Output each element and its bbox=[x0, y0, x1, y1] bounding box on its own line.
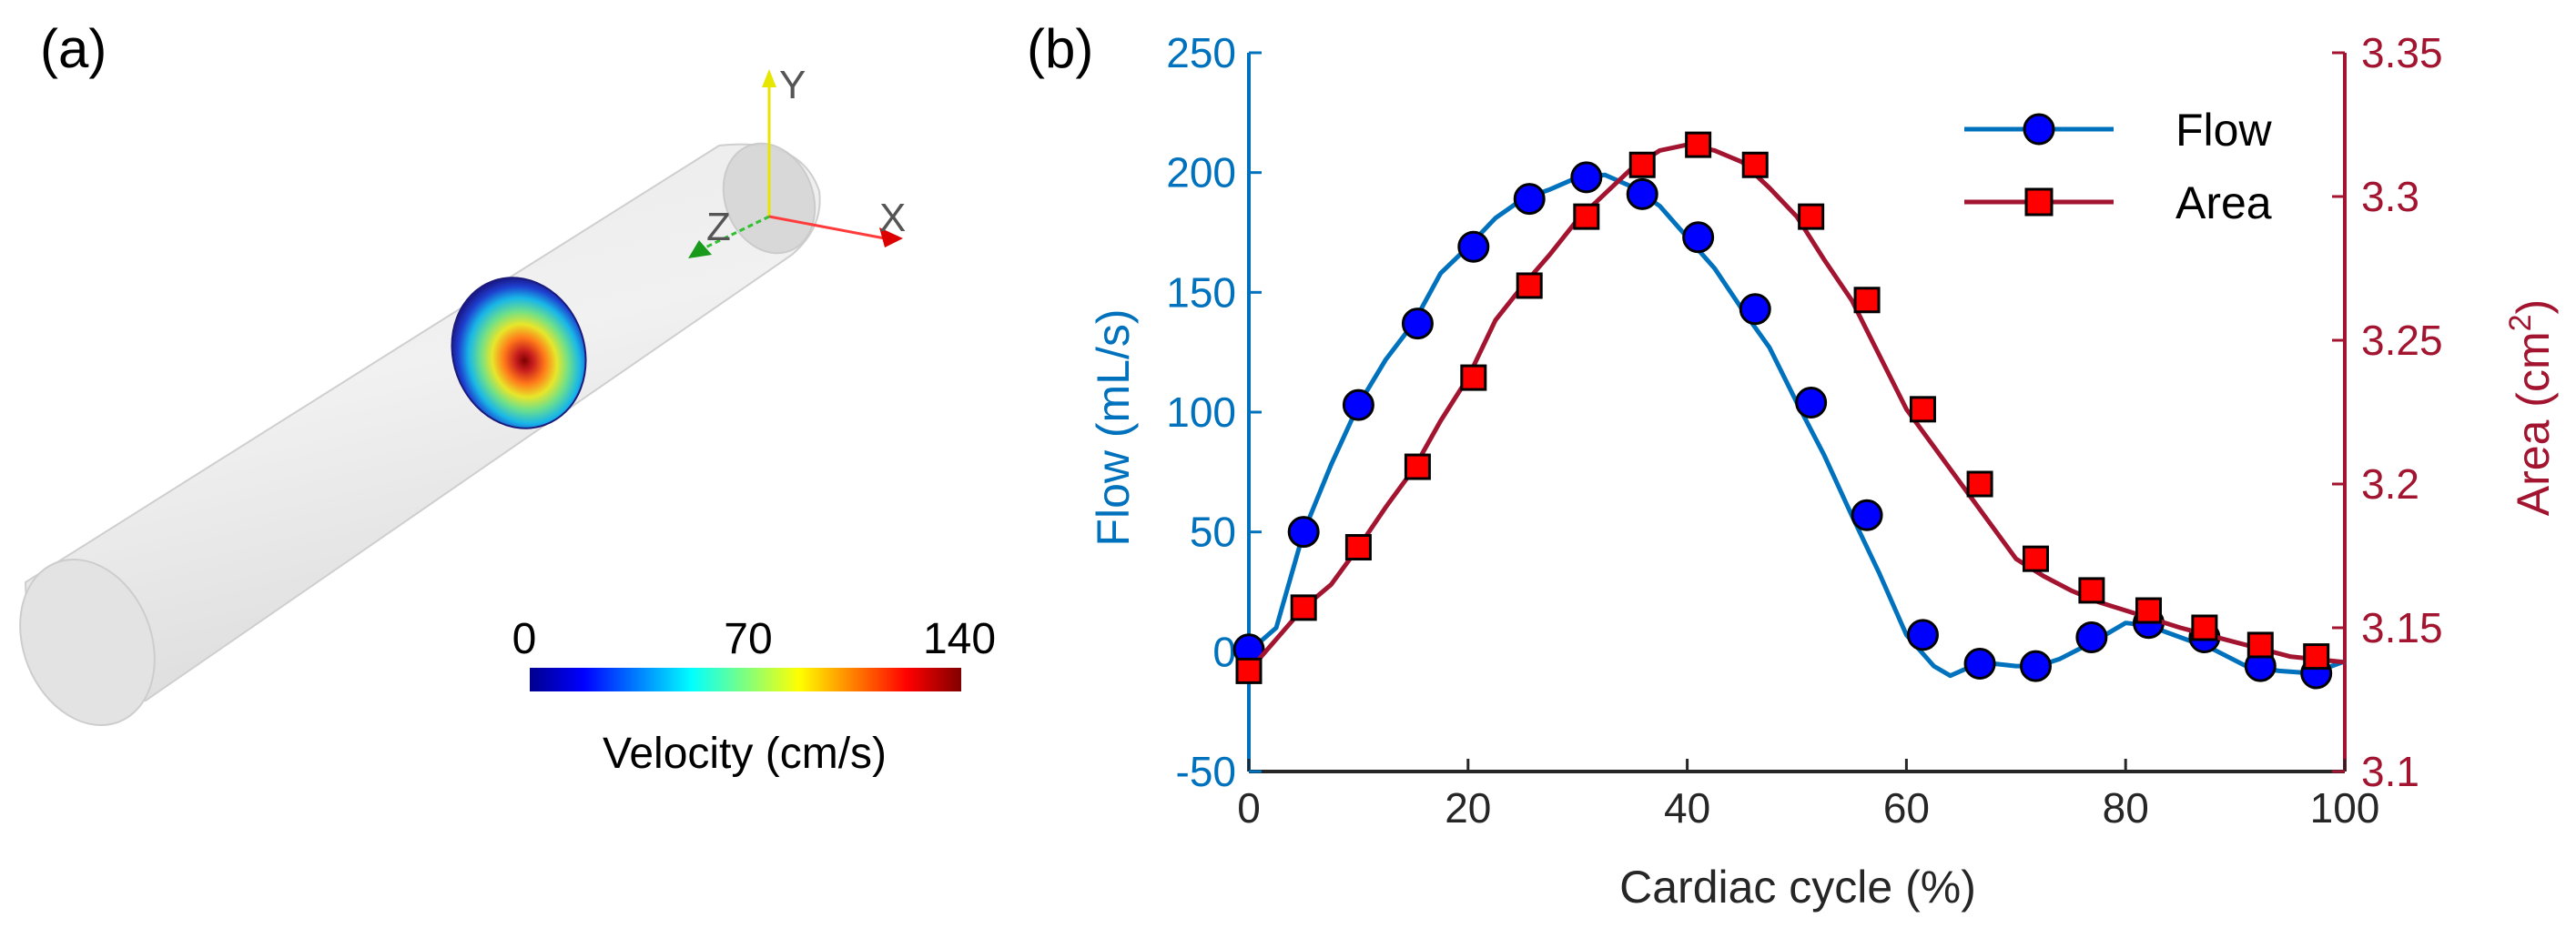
z-axis-arrow-icon bbox=[688, 240, 712, 258]
chart-legend: Flow Area bbox=[1964, 105, 2272, 228]
data-point-area bbox=[1235, 657, 1263, 684]
data-point-flow bbox=[1626, 177, 1658, 210]
data-point-flow bbox=[1906, 619, 1939, 651]
data-point-flow bbox=[1795, 386, 1828, 419]
data-point-flow bbox=[1287, 516, 1320, 549]
axis-label-y: Y bbox=[779, 63, 806, 107]
data-point-flow bbox=[1739, 293, 1771, 326]
data-point-area bbox=[1966, 470, 1993, 498]
colorbar-tick-0: 0 bbox=[512, 615, 537, 663]
colorbar-gradient bbox=[530, 668, 961, 691]
data-point-area bbox=[2135, 597, 2162, 624]
data-point-area bbox=[2246, 631, 2274, 659]
data-point-area bbox=[1685, 131, 1712, 158]
tube-near-end-cap bbox=[19, 558, 156, 727]
data-point-flow bbox=[1682, 221, 1715, 254]
data-point-area bbox=[1404, 453, 1431, 480]
x-tick-label: 0 bbox=[1237, 784, 1261, 832]
data-point-flow bbox=[1401, 308, 1434, 340]
colorbar-tick-70: 70 bbox=[724, 615, 772, 663]
data-point-area bbox=[1798, 203, 1825, 230]
panel-b-label: (b) bbox=[1027, 18, 1093, 79]
x-tick-label: 40 bbox=[1664, 784, 1710, 832]
colorbar-tick-140: 140 bbox=[923, 615, 996, 663]
y-axis-right-title-main: Area (cm bbox=[2508, 331, 2559, 516]
data-point-area bbox=[1741, 151, 1769, 178]
y-right-tick-label: 3.2 bbox=[2361, 460, 2419, 508]
panel-a-label: (a) bbox=[40, 18, 106, 79]
y-left-tick-label: 200 bbox=[1166, 149, 1236, 197]
y-axis-right-title-close: ) bbox=[2508, 299, 2559, 315]
velocity-colorbar: 0 70 140 Velocity (cm/s) bbox=[512, 615, 996, 778]
coordinate-axes: Y X Z bbox=[688, 63, 906, 258]
colorbar-label: Velocity (cm/s) bbox=[603, 730, 887, 778]
data-point-area bbox=[1290, 594, 1317, 621]
y-left-tick-label: 250 bbox=[1166, 29, 1236, 76]
axis-label-x: X bbox=[879, 196, 906, 240]
data-point-area bbox=[1628, 151, 1656, 178]
data-point-area bbox=[1460, 364, 1487, 391]
velocity-profile-disk bbox=[451, 277, 587, 429]
data-point-flow bbox=[2019, 650, 2052, 682]
x-axis-arrow-icon bbox=[879, 227, 903, 247]
data-point-area bbox=[2022, 545, 2049, 572]
y-right-tick-label: 3.1 bbox=[2361, 748, 2419, 795]
data-point-area bbox=[2191, 614, 2218, 641]
data-point-flow bbox=[1457, 230, 1490, 263]
data-point-flow bbox=[1342, 388, 1374, 421]
data-point-flow bbox=[1851, 499, 1883, 531]
y-right-tick-label: 3.35 bbox=[2361, 29, 2443, 76]
y-axis-right-title-sup: 2 bbox=[2503, 314, 2538, 331]
data-point-area bbox=[1909, 396, 1936, 423]
y-axis-right-title: Area (cm2) bbox=[2503, 299, 2559, 516]
axis-label-z: Z bbox=[706, 205, 731, 249]
chart-plot-area: 0 20 40 60 80 100-500501001502002503.13.153.2… bbox=[1166, 29, 2442, 832]
data-point-area bbox=[1344, 534, 1372, 561]
y-left-tick-label: 150 bbox=[1166, 268, 1236, 316]
data-point-flow bbox=[1963, 648, 1996, 680]
x-axis-title: Cardiac cycle (%) bbox=[1619, 862, 1976, 913]
y-left-tick-label: -50 bbox=[1176, 748, 1236, 795]
series-line-flow bbox=[1247, 172, 2346, 679]
legend-area-label: Area bbox=[2175, 177, 2272, 228]
x-tick-label: 20 bbox=[1445, 784, 1491, 832]
legend-flow-marker bbox=[2023, 113, 2055, 146]
x-tick-label: 100 bbox=[2310, 784, 2380, 832]
legend-flow-label: Flow bbox=[2175, 105, 2272, 156]
data-point-area bbox=[2303, 643, 2330, 671]
y-right-tick-label: 3.15 bbox=[2361, 604, 2443, 651]
data-point-area bbox=[1853, 287, 1881, 314]
legend-area-marker bbox=[2024, 187, 2054, 217]
y-axis-left-title: Flow (mL/s) bbox=[1088, 308, 1139, 546]
data-point-flow bbox=[2075, 621, 2108, 654]
y-left-tick-label: 50 bbox=[1190, 509, 1236, 556]
y-right-tick-label: 3.25 bbox=[2361, 317, 2443, 364]
y-left-tick-label: 100 bbox=[1166, 388, 1236, 436]
data-point-area bbox=[1516, 272, 1543, 299]
data-point-flow bbox=[1570, 161, 1603, 194]
data-point-flow bbox=[1513, 183, 1546, 216]
panel-a-tube-figure: (a) Y X Z 0 70 140 Velocity (cm/s) bbox=[19, 18, 996, 778]
y-right-tick-label: 3.3 bbox=[2361, 173, 2419, 220]
y-axis-arrow-icon bbox=[762, 69, 776, 87]
y-left-tick-label: 0 bbox=[1212, 628, 1236, 675]
x-tick-label: 80 bbox=[2103, 784, 2149, 832]
x-tick-label: 60 bbox=[1883, 784, 1930, 832]
data-point-area bbox=[2078, 577, 2105, 604]
data-point-area bbox=[1573, 203, 1600, 230]
